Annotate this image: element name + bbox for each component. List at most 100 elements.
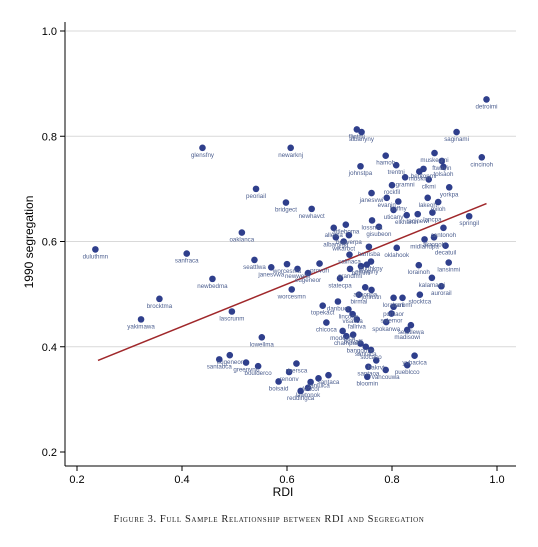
data-point	[137, 316, 145, 323]
data-point	[349, 310, 356, 318]
point-label: fortcol	[302, 386, 319, 393]
point-label: cantonoh	[431, 232, 457, 239]
data-point	[254, 362, 262, 370]
point-label: lossnca	[362, 224, 384, 231]
data-point	[92, 246, 99, 253]
data-point	[308, 205, 315, 213]
data-point	[156, 295, 163, 303]
y-tick-label: 0.4	[42, 342, 57, 354]
data-point	[440, 163, 447, 171]
data-point	[323, 319, 330, 326]
point-label: bentonmi	[411, 173, 436, 180]
data-point	[316, 260, 323, 267]
point-label: sanluica	[307, 382, 330, 389]
point-label: topekact	[311, 310, 335, 317]
data-point	[293, 360, 300, 367]
point-label: bridgect	[275, 207, 297, 214]
data-point	[215, 356, 223, 363]
y-tick-label: 0.2	[42, 447, 57, 459]
data-point	[403, 326, 411, 334]
point-label: lancpa	[423, 217, 442, 224]
data-point	[252, 185, 260, 193]
point-label: birmal	[350, 299, 367, 306]
data-point	[382, 318, 390, 326]
point-label: santaca	[355, 351, 377, 358]
point-label: rockfil	[384, 189, 400, 196]
data-point	[365, 363, 372, 371]
data-point	[199, 144, 206, 152]
data-point	[242, 359, 250, 366]
data-point	[367, 346, 375, 354]
point-label: statecpa	[328, 282, 352, 289]
data-point	[357, 262, 365, 270]
data-point	[330, 224, 338, 232]
data-point	[403, 211, 411, 219]
point-label: hamoh	[376, 160, 395, 167]
data-point	[453, 128, 460, 136]
data-point	[251, 256, 258, 264]
point-label: newarknj	[278, 152, 303, 159]
data-point	[445, 183, 453, 191]
point-label: yubacica	[402, 360, 427, 367]
point-label: lorainoh	[408, 269, 431, 276]
data-point	[325, 371, 332, 379]
point-label: janesvwi	[359, 197, 384, 204]
point-label: newwells	[285, 273, 310, 280]
data-point	[228, 308, 236, 315]
point-label: salinaca	[338, 259, 361, 266]
data-point	[368, 189, 375, 197]
point-label: akronoh	[423, 241, 446, 248]
data-point	[307, 378, 314, 386]
point-label: stocktca	[408, 299, 431, 306]
data-point	[319, 302, 327, 310]
data-point	[416, 291, 424, 298]
data-point	[364, 373, 371, 381]
data-point	[411, 352, 418, 359]
axes	[64, 22, 516, 467]
point-label: madisowi	[394, 334, 420, 341]
data-point	[401, 173, 409, 181]
data-point	[407, 321, 415, 329]
point-label: greenvnc	[233, 367, 258, 374]
point-label: newbedma	[197, 283, 228, 290]
x-tick-label: 0.4	[174, 474, 189, 486]
point-label: brocktma	[147, 303, 173, 310]
point-label: lansinmi	[437, 267, 460, 274]
point-label: bqivalil	[344, 339, 363, 346]
data-point	[355, 291, 363, 298]
point-label: vancouwa	[372, 374, 400, 381]
data-point	[334, 298, 342, 305]
data-point	[339, 327, 346, 335]
x-axis-title: RDI	[273, 485, 294, 499]
data-point	[353, 316, 361, 323]
data-point	[445, 259, 453, 266]
point-label: oaklanca	[229, 237, 254, 244]
y-ticks: 0.2 0.4 0.6 0.8 1.0	[42, 26, 65, 459]
point-label: evanin	[378, 202, 397, 209]
point-label: clkmi	[422, 183, 436, 190]
point-label: cincinoh	[470, 161, 493, 168]
point-label: worcesmn	[277, 293, 307, 300]
data-point	[258, 333, 266, 341]
data-point	[382, 152, 390, 160]
figure-caption: Figure 3. Full Sample Relationship betwe…	[113, 514, 425, 525]
point-label: santaoa	[357, 371, 380, 378]
point-label: flintmi	[349, 133, 365, 140]
data-point	[267, 263, 275, 271]
data-point	[383, 194, 391, 202]
data-point	[288, 286, 296, 293]
data-point	[332, 233, 340, 241]
data-point	[283, 260, 291, 268]
data-point	[297, 387, 304, 395]
data-point	[346, 251, 353, 258]
point-label: portlaor	[383, 311, 404, 318]
point-label: fallriva	[348, 323, 366, 330]
point-label: santaca	[318, 379, 340, 386]
grid-lines	[66, 30, 516, 348]
data-point	[415, 261, 423, 269]
fit-line-group	[97, 202, 487, 362]
point-label: detroimi	[475, 103, 497, 110]
point-label: gramni	[396, 181, 415, 188]
data-point	[362, 343, 370, 351]
point-label: elmirany	[355, 269, 379, 276]
